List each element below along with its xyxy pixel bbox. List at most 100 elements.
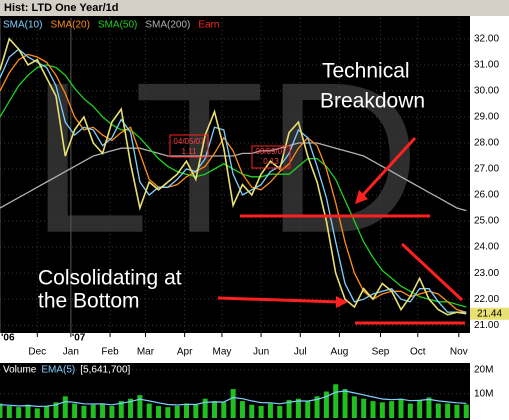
x-tick-label: Jul <box>294 347 307 358</box>
volume-bar <box>44 405 50 418</box>
y-tick-label: 28.00 <box>474 138 499 149</box>
x-tick-label: Aug <box>331 347 349 358</box>
volume-bar <box>314 396 320 418</box>
earnings-date: 08/09/07 <box>255 147 287 156</box>
volume-bar <box>370 401 376 418</box>
legend-entry: SMA(10) <box>3 20 42 31</box>
earnings-frame <box>169 134 209 158</box>
volume-bar <box>239 401 245 418</box>
earnings-value: 0.13 <box>263 157 279 166</box>
volume-legend: Volume <box>3 365 37 376</box>
last-price: 21.44 <box>477 308 502 319</box>
volume-bar <box>62 396 68 418</box>
y-tick-label: 23.00 <box>474 268 499 279</box>
volume-bar <box>286 399 292 418</box>
volume-bar <box>249 404 255 418</box>
volume-bar <box>323 391 329 418</box>
x-tick-label: Jun <box>253 347 269 358</box>
volume-legend: EMA(5) <box>41 365 75 376</box>
arrow-head <box>336 296 348 308</box>
volume-bar <box>53 402 59 418</box>
volume-bar <box>258 405 264 418</box>
volume-bar <box>25 404 31 418</box>
volume-bar <box>389 401 395 418</box>
series-line <box>0 64 467 308</box>
trend-line <box>400 242 464 302</box>
x-tick-label: Apr <box>177 347 193 358</box>
y-tick-label: 27.00 <box>474 164 499 175</box>
last-price-box <box>470 307 509 320</box>
legend-entry: SMA(20) <box>50 20 89 31</box>
volume-bar <box>351 396 357 418</box>
volume-bar <box>109 405 115 418</box>
volume-bar <box>118 401 124 418</box>
y-tick-label: 10M <box>474 389 493 400</box>
x-tick-label: Sep <box>372 347 390 358</box>
volume-bar <box>90 404 96 418</box>
x-tick-label: May <box>212 347 231 358</box>
y-tick-label: 25.00 <box>474 216 499 227</box>
x-tick-label: Jan <box>63 347 79 358</box>
volume-bar <box>361 398 367 418</box>
series-line <box>0 37 467 316</box>
earnings-frame <box>251 145 291 169</box>
x-tick-label: Mar <box>137 347 155 358</box>
year-label: '07 <box>72 333 86 344</box>
volume-bar <box>333 384 339 418</box>
y-tick-label: 26.00 <box>474 190 499 201</box>
x-tick-label: Dec <box>28 347 46 358</box>
earnings-box: 04/05/07 1.11 08/09/07 0.13 <box>169 134 291 169</box>
volume-bar <box>305 401 311 418</box>
volume-bar <box>221 402 227 418</box>
series-line <box>0 142 467 212</box>
volume-bar <box>202 398 208 418</box>
y-tick-label: 31.00 <box>474 60 499 71</box>
arrow-shaft <box>360 136 417 198</box>
legend-entry: Earn <box>198 20 219 31</box>
earnings-value: 1.11 <box>182 147 198 156</box>
volume-bar <box>174 405 180 418</box>
volume-bar <box>417 399 423 418</box>
y-tick-label: 21.00 <box>474 320 499 331</box>
price-panel <box>0 16 470 333</box>
x-tick-label: Nov <box>450 347 468 358</box>
volume-bar <box>211 401 217 418</box>
volume-bar <box>230 389 236 418</box>
volume-bar <box>156 405 162 418</box>
volume-bar <box>463 404 469 418</box>
volume-bar <box>100 403 106 418</box>
volume-bar <box>6 405 12 418</box>
volume-bar <box>165 407 171 418</box>
volume-bar <box>184 403 190 418</box>
volume-bar <box>426 397 432 418</box>
series-line <box>0 53 467 313</box>
volume-bar <box>342 389 348 418</box>
arrow-head <box>355 190 368 204</box>
volume-bar <box>277 405 283 418</box>
annotation: Colsolidating at <box>38 267 182 290</box>
x-tick-label: Feb <box>101 347 119 358</box>
annotation: the Bottom <box>38 290 140 313</box>
y-tick-label: 30.00 <box>474 86 499 97</box>
volume-bar <box>445 403 451 418</box>
volume-bar <box>454 404 460 418</box>
volume-bar <box>407 403 413 418</box>
volume-bar <box>0 403 3 418</box>
volume-bar <box>193 404 199 418</box>
annotation: Technical <box>322 60 410 83</box>
volume-bar <box>137 395 143 418</box>
volume-bar <box>398 398 404 418</box>
volume-bar <box>81 405 87 418</box>
annotation: Breakdown <box>320 90 425 113</box>
volume-bar <box>435 403 441 418</box>
arrow-shaft <box>217 296 341 304</box>
chart-title: Hist: LTD One Year/1d <box>4 2 119 14</box>
volume-bar <box>72 403 78 418</box>
volume-bar <box>34 408 40 418</box>
y-tick-label: 20M <box>474 364 493 375</box>
volume-bar <box>379 402 385 418</box>
year-label: '06 <box>1 333 15 344</box>
x-tick-label: Oct <box>410 347 426 358</box>
annotation-shapes <box>217 136 465 325</box>
